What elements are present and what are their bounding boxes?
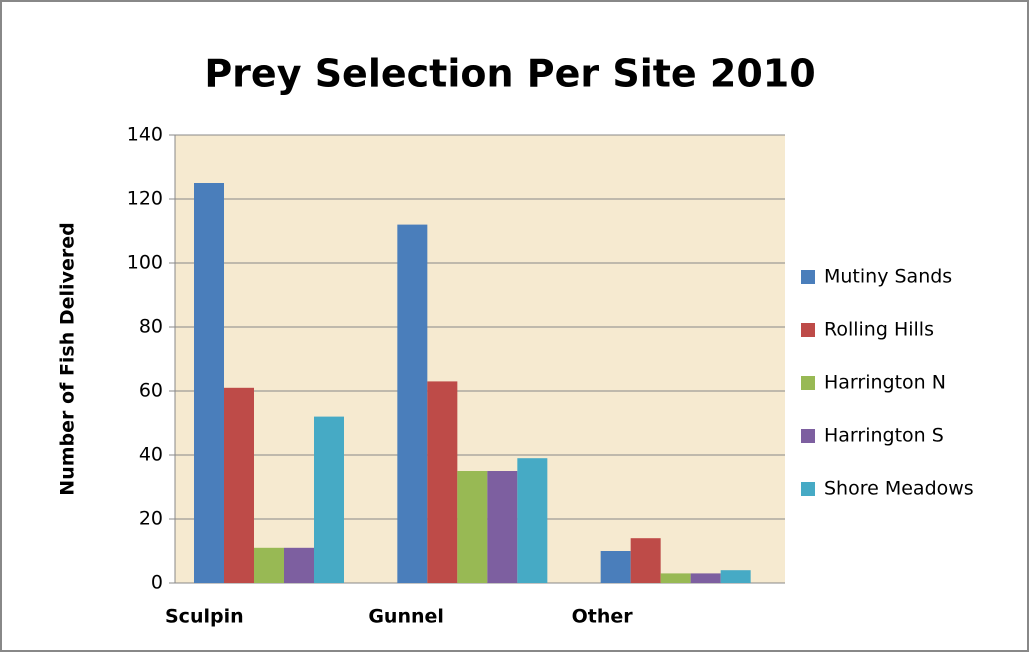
bar	[254, 547, 284, 583]
y-axis-label: Number of Fish Delivered	[57, 222, 79, 495]
y-tick-label: 80	[139, 316, 163, 338]
legend-label: Mutiny Sands	[824, 266, 952, 288]
y-tick-label: 60	[139, 380, 163, 402]
legend-swatch	[801, 429, 815, 443]
x-tick-label: Sculpin	[165, 606, 244, 628]
bar	[690, 573, 721, 583]
legend-swatch	[801, 482, 815, 496]
bar	[487, 471, 518, 583]
y-tick-label: 20	[139, 508, 163, 530]
y-tick-label: 140	[127, 124, 163, 146]
bar	[660, 573, 691, 583]
y-tick-label: 0	[151, 572, 163, 594]
legend-label: Rolling Hills	[824, 319, 934, 341]
bar	[517, 458, 548, 583]
legend-swatch	[801, 323, 815, 337]
bar	[194, 183, 224, 583]
x-tick-label: Gunnel	[368, 606, 444, 628]
bar	[284, 547, 314, 583]
legend-swatch	[801, 270, 815, 284]
legend-label: Harrington N	[824, 372, 946, 394]
x-tick-label: Other	[572, 606, 634, 628]
legend-label: Harrington S	[824, 425, 944, 447]
bar	[224, 387, 254, 583]
y-tick-label: 120	[127, 188, 163, 210]
bar	[397, 224, 428, 583]
bar	[427, 381, 458, 583]
legend-label: Shore Meadows	[824, 478, 974, 500]
y-tick-label: 100	[127, 252, 163, 274]
legend-swatch	[801, 376, 815, 390]
chart-title: Prey Selection Per Site 2010	[204, 52, 815, 96]
bar	[457, 471, 488, 583]
bar	[720, 570, 751, 583]
y-tick-label: 40	[139, 444, 163, 466]
bar	[314, 416, 344, 583]
bar	[600, 551, 631, 583]
bar	[630, 538, 661, 583]
